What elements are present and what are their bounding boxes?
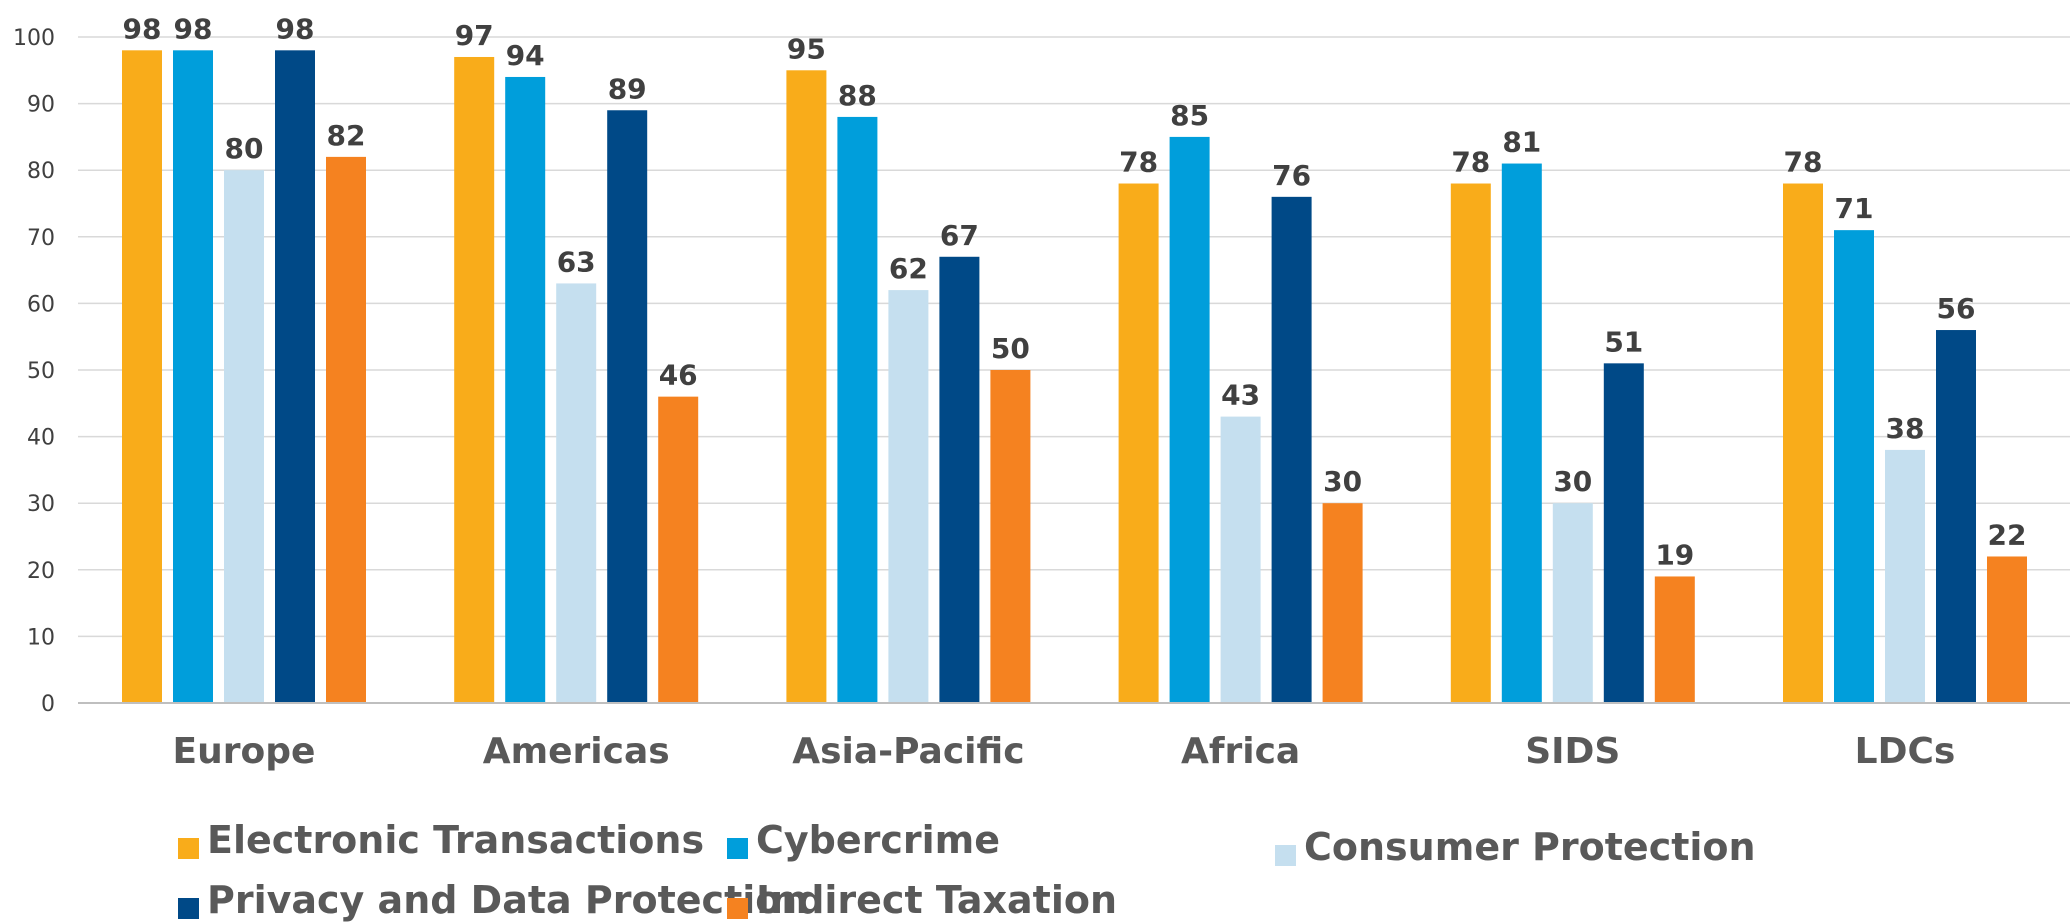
- category-label: Africa: [1181, 731, 1300, 772]
- legend-label: Indirect Taxation: [756, 878, 1117, 922]
- data-label: 63: [557, 245, 596, 278]
- y-tick-label: 50: [27, 359, 55, 384]
- bar: [1654, 576, 1695, 703]
- bar: [837, 116, 878, 704]
- y-tick-label: 70: [27, 226, 55, 251]
- bar: [326, 156, 366, 703]
- data-label: 51: [1604, 325, 1643, 358]
- data-label: 19: [1655, 538, 1694, 571]
- legend-label: Consumer Protection: [1304, 825, 1756, 869]
- y-tick-label: 20: [27, 559, 55, 584]
- legend-label: Electronic Transactions: [207, 818, 704, 862]
- bar: [122, 50, 162, 703]
- bar: [1450, 183, 1491, 703]
- category-labels: Europe Americas Asia-Pacific Africa SIDS LDCs: [173, 731, 1956, 772]
- data-label: 82: [327, 119, 366, 152]
- data-label: 38: [1886, 412, 1925, 445]
- legend-label: Privacy and Data Protection: [207, 878, 808, 922]
- legend-swatch: [178, 898, 199, 919]
- data-label: 43: [1221, 379, 1260, 412]
- data-label: 95: [787, 32, 826, 65]
- y-tick-label: 90: [27, 93, 55, 118]
- gridlines: [78, 36, 2070, 638]
- bar: [556, 283, 597, 703]
- bar: [454, 56, 495, 704]
- bar: [1936, 330, 1976, 703]
- y-axis-ticks: 0 10 20 30 40 50 60 70 80 90 100: [13, 26, 55, 717]
- legend-swatch: [727, 838, 748, 859]
- bar: [607, 110, 648, 703]
- data-label: 81: [1502, 126, 1541, 159]
- bar: [990, 370, 1031, 703]
- data-label: 22: [1988, 518, 2027, 551]
- category-label: LDCs: [1855, 731, 1956, 772]
- y-tick-label: 100: [13, 26, 55, 51]
- data-label: 71: [1835, 192, 1874, 225]
- y-tick-label: 30: [27, 492, 55, 517]
- bar: [1169, 136, 1210, 703]
- data-label: 30: [1553, 465, 1592, 498]
- data-label: 56: [1937, 292, 1976, 325]
- data-label: 89: [608, 72, 647, 105]
- bar: [1603, 363, 1644, 703]
- legend-swatch: [727, 898, 748, 919]
- data-label: 98: [174, 12, 213, 45]
- category-label: Americas: [483, 731, 670, 772]
- bar: [1118, 183, 1159, 703]
- bar: [939, 256, 980, 703]
- y-tick-label: 0: [41, 692, 55, 717]
- data-label: 94: [506, 39, 545, 72]
- bar: [1885, 449, 1925, 703]
- data-label: 78: [1784, 146, 1823, 179]
- bar: [1552, 503, 1593, 703]
- bars: [122, 50, 2027, 704]
- bar: [275, 50, 315, 703]
- data-label: 62: [889, 252, 928, 285]
- legend-swatch: [178, 838, 199, 859]
- data-label: 50: [991, 332, 1030, 365]
- data-label: 88: [838, 79, 877, 112]
- bar: [1322, 503, 1363, 703]
- bar: [1220, 416, 1261, 703]
- data-label: 98: [123, 12, 162, 45]
- y-tick-label: 10: [27, 625, 55, 650]
- data-label: 97: [455, 19, 494, 52]
- bar: [224, 170, 264, 703]
- data-label: 76: [1272, 159, 1311, 192]
- category-label: SIDS: [1525, 731, 1620, 772]
- data-label: 78: [1451, 146, 1490, 179]
- data-label: 78: [1119, 146, 1158, 179]
- legend-label: Cybercrime: [756, 818, 1000, 862]
- legend: Electronic Transactions Cybercrime Consume…: [178, 818, 1756, 922]
- category-label: Asia-Pacific: [792, 731, 1024, 772]
- bar: [173, 50, 213, 703]
- data-label: 46: [659, 359, 698, 392]
- bar: [1783, 183, 1823, 703]
- data-label: 80: [225, 132, 264, 165]
- data-label: 85: [1170, 99, 1209, 132]
- data-labels: 98 98 80 98 82 97 94 63 89 46 95 88 62 67 50 78 85 43 76 30…: [123, 12, 2027, 571]
- bar: [1834, 230, 1874, 703]
- category-label: Europe: [173, 731, 316, 772]
- y-tick-label: 80: [27, 159, 55, 184]
- bar: [1271, 196, 1312, 703]
- bar: [1501, 163, 1542, 704]
- bar: [888, 290, 929, 703]
- bar: [658, 396, 699, 703]
- y-tick-label: 40: [27, 426, 55, 451]
- data-label: 98: [276, 12, 315, 45]
- legend-swatch: [1275, 845, 1296, 866]
- data-label: 30: [1323, 465, 1362, 498]
- bar: [1987, 556, 2027, 703]
- bar: [505, 76, 546, 703]
- bar: [786, 70, 827, 704]
- y-tick-label: 60: [27, 292, 55, 317]
- data-label: 67: [940, 219, 979, 252]
